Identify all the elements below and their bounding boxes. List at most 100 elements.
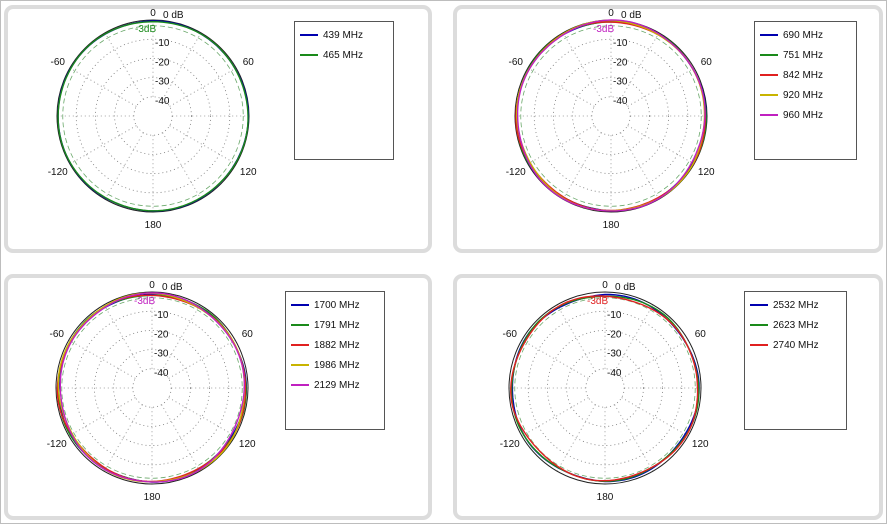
angle-label: -120: [500, 439, 520, 450]
legend-swatch: [291, 324, 309, 326]
legend-label: 2532 MHz: [773, 299, 819, 311]
series-trace: [59, 292, 246, 483]
grid-ring: [94, 330, 210, 446]
grid-spoke: [527, 67, 595, 107]
grid-spoke: [627, 67, 695, 107]
chart-legend-3: 1700 MHz 1791 MHz 1882 MHz 1986 MHz 2129 MHz: [285, 291, 385, 430]
grid-spoke: [104, 132, 144, 200]
grid-ring: [527, 310, 683, 466]
legend-label: 1986 MHz: [314, 359, 360, 371]
legend-item: 2129 MHz: [291, 375, 379, 395]
ring-label: 0 dB: [162, 282, 183, 293]
series-trace: [57, 20, 249, 212]
polar-plot-1: 0 dB -10 -20 -30 -40 -3dB 0 -60 -120 180 120 60: [48, 8, 257, 231]
legend-item: 2740 MHz: [750, 335, 841, 355]
legend-item: 842 MHz: [760, 65, 851, 85]
grid-ring: [572, 77, 650, 155]
legend-swatch: [300, 34, 318, 36]
legend-item: 2623 MHz: [750, 315, 841, 335]
reference-label: -3dB: [587, 296, 608, 307]
reference-ring: [62, 25, 244, 207]
grid-ring: [113, 349, 191, 427]
angle-label: 60: [242, 329, 254, 340]
grid-spoke: [168, 397, 236, 437]
grid-spoke: [69, 125, 137, 165]
ring-label: -10: [607, 310, 622, 321]
grid-spoke: [168, 339, 236, 379]
polar-chart-panel-4: 0 dB -10 -20 -30 -40 -3dB 0 -60 -120 180 120 60 253…: [453, 274, 883, 520]
ring-label: -20: [154, 329, 169, 340]
grid-spoke: [161, 304, 201, 372]
grid-spoke: [169, 125, 237, 165]
legend-item: 465 MHz: [300, 45, 388, 65]
grid-spoke: [103, 404, 143, 472]
legend-swatch: [760, 114, 778, 116]
outer-ring: [508, 291, 702, 485]
legend-swatch: [300, 54, 318, 56]
series-trace: [516, 19, 706, 212]
ring-label: 0 dB: [621, 10, 642, 21]
grid-spoke: [527, 125, 595, 165]
chart-legend-4: 2532 MHz 2623 MHz 2740 MHz: [744, 291, 847, 430]
legend-swatch: [291, 344, 309, 346]
polar-plot-4: 0 dB -10 -20 -30 -40 -3dB 0 -60 -120 180 120 60: [500, 280, 709, 503]
angle-label: -60: [50, 329, 65, 340]
grid-spoke: [162, 132, 202, 200]
polar-plot-3: 0 dB -10 -20 -30 -40 -3dB 0 -60 -120 180 120 60: [47, 280, 256, 503]
polar-chart-panel-3: 0 dB -10 -20 -30 -40 -3dB 0 -60 -120 180 120 60 170…: [4, 274, 432, 520]
grid-spoke: [169, 67, 237, 107]
legend-item: 920 MHz: [760, 85, 851, 105]
angle-label: -60: [51, 57, 66, 68]
angle-label: 120: [239, 439, 256, 450]
ring-label: -40: [607, 368, 622, 379]
outer-ring: [55, 291, 249, 485]
angle-label: -60: [503, 329, 518, 340]
grid-ring: [533, 38, 689, 194]
grid-ring: [95, 58, 211, 174]
angle-label: -120: [506, 167, 526, 178]
ring-label: -40: [613, 96, 628, 107]
legend-label: 439 MHz: [323, 29, 364, 41]
ring-label: -30: [607, 349, 622, 360]
ring-label: 0 dB: [163, 10, 184, 21]
grid-ring: [74, 310, 230, 466]
legend-label: 2129 MHz: [314, 379, 360, 391]
grid-spoke: [69, 67, 137, 107]
grid-ring: [547, 330, 663, 446]
polar-chart-panel-1: 0 dB -10 -20 -30 -40 -3dB 0 -60 -120 180 120 60 439…: [4, 5, 432, 253]
grid-spoke: [521, 397, 589, 437]
legend-swatch: [760, 74, 778, 76]
angle-label: 60: [695, 329, 707, 340]
legend-swatch: [291, 384, 309, 386]
ring-label: -10: [613, 38, 628, 49]
reference-label: -3dB: [135, 24, 156, 35]
legend-item: 751 MHz: [760, 45, 851, 65]
grid-spoke: [621, 397, 689, 437]
chart-legend-1: 439 MHz 465 MHz: [294, 21, 394, 160]
angle-label: 180: [603, 220, 620, 231]
grid-spoke: [162, 32, 202, 100]
grid-spoke: [161, 404, 201, 472]
legend-item: 690 MHz: [760, 25, 851, 45]
angle-label: 120: [240, 167, 257, 178]
ring-label: -10: [154, 310, 169, 321]
legend-item: 1791 MHz: [291, 315, 379, 335]
legend-label: 1700 MHz: [314, 299, 360, 311]
legend-item: 1700 MHz: [291, 295, 379, 315]
ring-label: 0 dB: [615, 282, 636, 293]
reference-label: -3dB: [593, 24, 614, 35]
angle-label: 0: [608, 8, 614, 19]
legend-item: 439 MHz: [300, 25, 388, 45]
grid-ring: [75, 38, 231, 194]
ring-label: -10: [155, 38, 170, 49]
grid-ring: [132, 368, 172, 408]
legend-swatch: [750, 344, 768, 346]
legend-label: 465 MHz: [323, 49, 364, 61]
legend-swatch: [760, 34, 778, 36]
legend-label: 920 MHz: [783, 89, 824, 101]
grid-spoke: [627, 125, 695, 165]
series-trace: [510, 295, 699, 482]
angle-label: 180: [145, 220, 162, 231]
grid-spoke: [103, 304, 143, 372]
angle-label: 60: [243, 57, 255, 68]
